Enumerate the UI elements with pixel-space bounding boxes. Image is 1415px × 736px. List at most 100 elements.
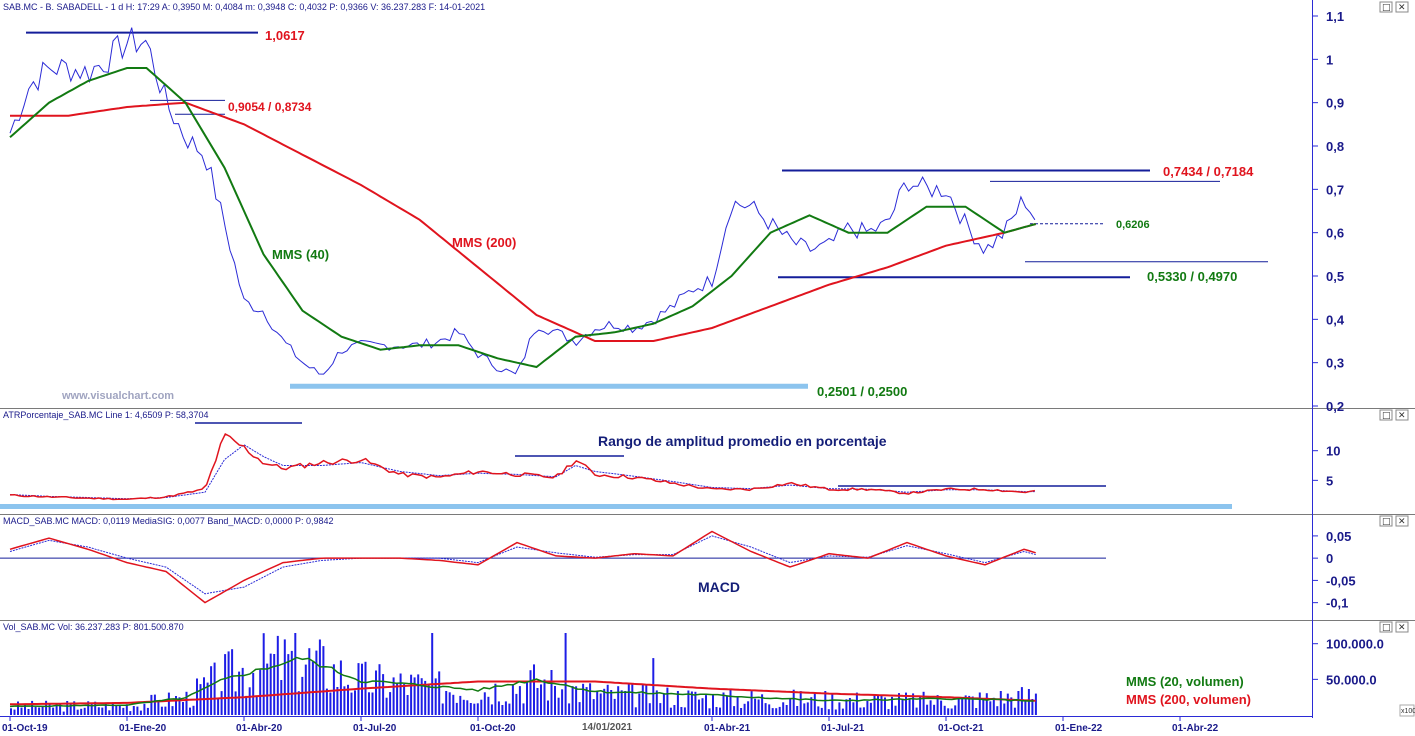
x-tick-label: 01-Abr-21 [704,723,751,734]
volume-bar [1027,689,1030,715]
volume-bar [245,695,248,715]
volume-bar [336,687,339,715]
volume-bar [160,706,163,715]
volume-bar [238,671,241,715]
volume-bar [676,691,679,715]
maximize-icon[interactable]: □ [1382,623,1391,633]
volume-bar [347,684,349,715]
atr-panel [0,422,1232,509]
volume-bar [585,687,588,715]
volume-bar [768,704,771,715]
volume-bar [638,693,641,715]
volume-bar [406,695,409,715]
volume-bar [287,654,290,715]
volume-bar [241,667,244,715]
volume-bar [669,707,672,715]
close-icon[interactable]: ✕ [1398,411,1406,421]
volume-bar [926,704,929,715]
volume-bar [403,684,406,715]
volume-bar [554,686,556,715]
volume-window-controls[interactable]: □ ✕ [1379,621,1409,633]
volume-bar [1024,699,1027,715]
volume-bar [290,650,293,715]
volume-bar [901,698,904,715]
volume-bar [1003,703,1006,715]
volume-bar [533,664,535,715]
atr-title: Rango de amplitud promedio en porcentaje [598,433,887,449]
volume-bar [94,701,97,715]
volume-bar [950,708,953,715]
volume-bar [743,703,746,715]
volume-bar [810,697,813,715]
volume-bar [999,691,1002,715]
volume-bar [641,684,644,715]
volume-bar [729,688,732,715]
close-icon[interactable]: ✕ [1398,517,1406,527]
volume-bar [971,696,974,715]
volume-bar [252,672,255,715]
volume-bar [687,690,690,715]
volume-bar [262,633,265,715]
volume-bar [634,707,637,715]
volume-bar [799,691,802,715]
maximize-icon[interactable]: □ [1382,411,1391,421]
volume-bar [213,662,216,715]
volume-bar [905,692,907,715]
volume-bar [276,635,279,715]
volume-bar [817,706,820,715]
volume-bar [122,707,125,715]
close-icon[interactable]: ✕ [1398,623,1406,633]
volume-bar [378,664,381,715]
volume-bar [683,707,686,715]
volume-bar [789,698,792,715]
volume-bar [982,699,985,715]
volume-bar [441,703,444,715]
macd-window-controls[interactable]: □ ✕ [1379,515,1409,527]
volume-bar [153,694,156,715]
maximize-icon[interactable]: □ [1382,3,1391,13]
annotation-pivot: 0,6206 [1116,219,1150,231]
volume-bar [483,692,486,715]
volume-bar [350,692,353,715]
volume-bar [392,677,395,715]
volume-bar [448,692,451,715]
volume-bar [167,692,170,715]
volume-bar [919,696,922,715]
volume-bar [859,707,862,715]
price-window-controls[interactable]: □ ✕ [1379,1,1409,13]
volume-bar [740,708,743,715]
volume-bar [129,711,132,715]
volume-bar [575,686,578,715]
volume-bar [182,702,184,715]
volume-bar [620,690,623,715]
volume-bar [673,705,676,715]
volume-bar [627,684,630,715]
volume-bar [940,700,943,715]
volume-bar [143,703,146,715]
maximize-icon[interactable]: □ [1382,517,1391,527]
volume-bar [192,705,195,715]
annotation-high: 1,0617 [265,28,305,43]
volume-bar [547,700,549,715]
volume-bar [778,706,781,715]
volume-bar [589,683,592,715]
annotation-mms200: MMS (200) [452,235,516,250]
volume-bar [754,698,757,715]
volume-bar [115,705,118,715]
volume-bar [933,704,936,715]
volume-bar [136,706,139,715]
close-icon[interactable]: ✕ [1398,3,1406,13]
volume-bar [617,686,620,715]
volume-bar [736,697,739,715]
volume-bar [217,697,220,715]
atr-window-controls[interactable]: □ ✕ [1379,409,1409,421]
volume-bar [1017,691,1020,715]
y-tick-label-macd: -0,05 [1326,573,1356,588]
volume-bar [220,691,223,715]
volume-bar [427,684,430,715]
volume-bar [1006,693,1009,715]
volume-bar [248,687,251,715]
volume-bar [855,692,858,715]
volume-bar [62,711,65,715]
volume-bar [877,696,879,715]
